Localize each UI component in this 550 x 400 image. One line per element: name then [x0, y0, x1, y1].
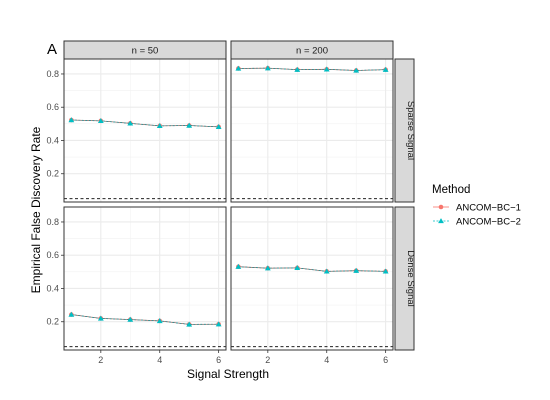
panel-background [64, 207, 226, 350]
panel-tag: A [47, 41, 57, 58]
data-point-ancom-bc-2 [68, 311, 75, 317]
x-tick-label: 2 [265, 355, 270, 365]
panel-background [231, 59, 393, 202]
data-point-ancom-bc-2 [382, 66, 389, 72]
data-point-ancom-bc-2 [323, 268, 330, 274]
data-point-ancom-bc-2 [235, 65, 242, 71]
data-point-ancom-bc-2 [68, 117, 75, 123]
column-strip-label: n = 200 [296, 46, 328, 57]
y-tick-label: 0.6 [46, 102, 59, 112]
y-tick-label: 0.2 [46, 169, 59, 179]
y-tick-label: 0.4 [46, 283, 59, 293]
series-line-overlay [71, 314, 219, 325]
panel-border [63, 206, 227, 351]
legend: Method ANCOM−BC−1 ANCOM−BC−2 [432, 184, 521, 227]
data-point-ancom-bc-2 [156, 122, 163, 129]
y-tick-label: 0.8 [46, 69, 59, 79]
facet-grid: n = 50 n = 200 Sparse Signal Dense Signal 0.… [46, 40, 416, 365]
legend-title: Method [432, 184, 470, 196]
panel-n-200-dense-signal: 2 4 6 [230, 206, 394, 365]
data-point-ancom-bc-2 [264, 265, 271, 271]
row-strip-label: Dense Signal [405, 250, 416, 307]
legend-key-marker [438, 204, 444, 210]
data-point-ancom-bc-2 [382, 268, 389, 274]
panel-background [64, 59, 226, 202]
data-point-ancom-bc-2 [215, 123, 222, 130]
legend-label: ANCOM−BC−2 [456, 216, 521, 227]
x-tick-label: 6 [216, 355, 221, 365]
x-tick-label: 4 [324, 355, 329, 365]
data-point-ancom-bc-2 [215, 321, 222, 327]
legend-item-ancom-bc-2: ANCOM−BC−2 [433, 216, 521, 227]
data-point-ancom-bc-2 [323, 66, 330, 72]
x-tick-label: 6 [383, 355, 388, 365]
data-point-ancom-bc-2 [235, 263, 242, 269]
data-point-ancom-bc-2 [186, 321, 193, 327]
data-point-ancom-bc-2 [353, 67, 360, 73]
y-tick-label: 0.2 [46, 317, 59, 327]
panel-background [231, 207, 393, 350]
legend-label: ANCOM−BC−1 [456, 202, 521, 213]
y-tick-label: 0.8 [46, 217, 59, 227]
data-point-ancom-bc-2 [127, 316, 134, 322]
x-tick-label: 2 [98, 355, 103, 365]
legend-item-ancom-bc-1: ANCOM−BC−1 [433, 202, 521, 213]
x-axis-title: Signal Strength [187, 367, 269, 381]
series-line-overlay [238, 67, 386, 71]
y-tick-label: 0.4 [46, 135, 59, 145]
data-point-ancom-bc-2 [294, 66, 301, 72]
y-axis-title: Empirical False Discovery Rate [29, 126, 43, 293]
panel-border [230, 206, 394, 351]
data-point-ancom-bc-2 [97, 117, 104, 124]
column-strip-label: n = 50 [132, 46, 159, 57]
panel-n-200-sparse-signal [230, 58, 394, 203]
panel-border [63, 58, 227, 203]
legend-key-marker [438, 218, 444, 224]
panel-border [230, 58, 394, 203]
x-tick-label: 4 [157, 355, 162, 365]
panel-n-50-dense-signal: 0.2 0.4 0.6 0.8 2 4 6 [46, 206, 227, 365]
row-strip-dense-signal [394, 206, 415, 351]
row-strip-sparse-signal [394, 58, 415, 203]
data-point-ancom-bc-2 [156, 318, 163, 324]
series-line-overlay [71, 119, 219, 128]
data-point-ancom-bc-2 [97, 315, 104, 321]
series-line-overlay [238, 266, 386, 272]
data-point-ancom-bc-2 [186, 122, 193, 128]
data-point-ancom-bc-2 [127, 120, 134, 126]
data-point-ancom-bc-2 [264, 65, 271, 71]
data-point-ancom-bc-2 [353, 267, 360, 273]
row-strip-label: Sparse Signal [405, 101, 416, 160]
y-tick-label: 0.6 [46, 250, 59, 260]
panel-n-50-sparse-signal: 0.2 0.4 0.6 0.8 [46, 58, 227, 203]
data-point-ancom-bc-2 [294, 264, 301, 271]
